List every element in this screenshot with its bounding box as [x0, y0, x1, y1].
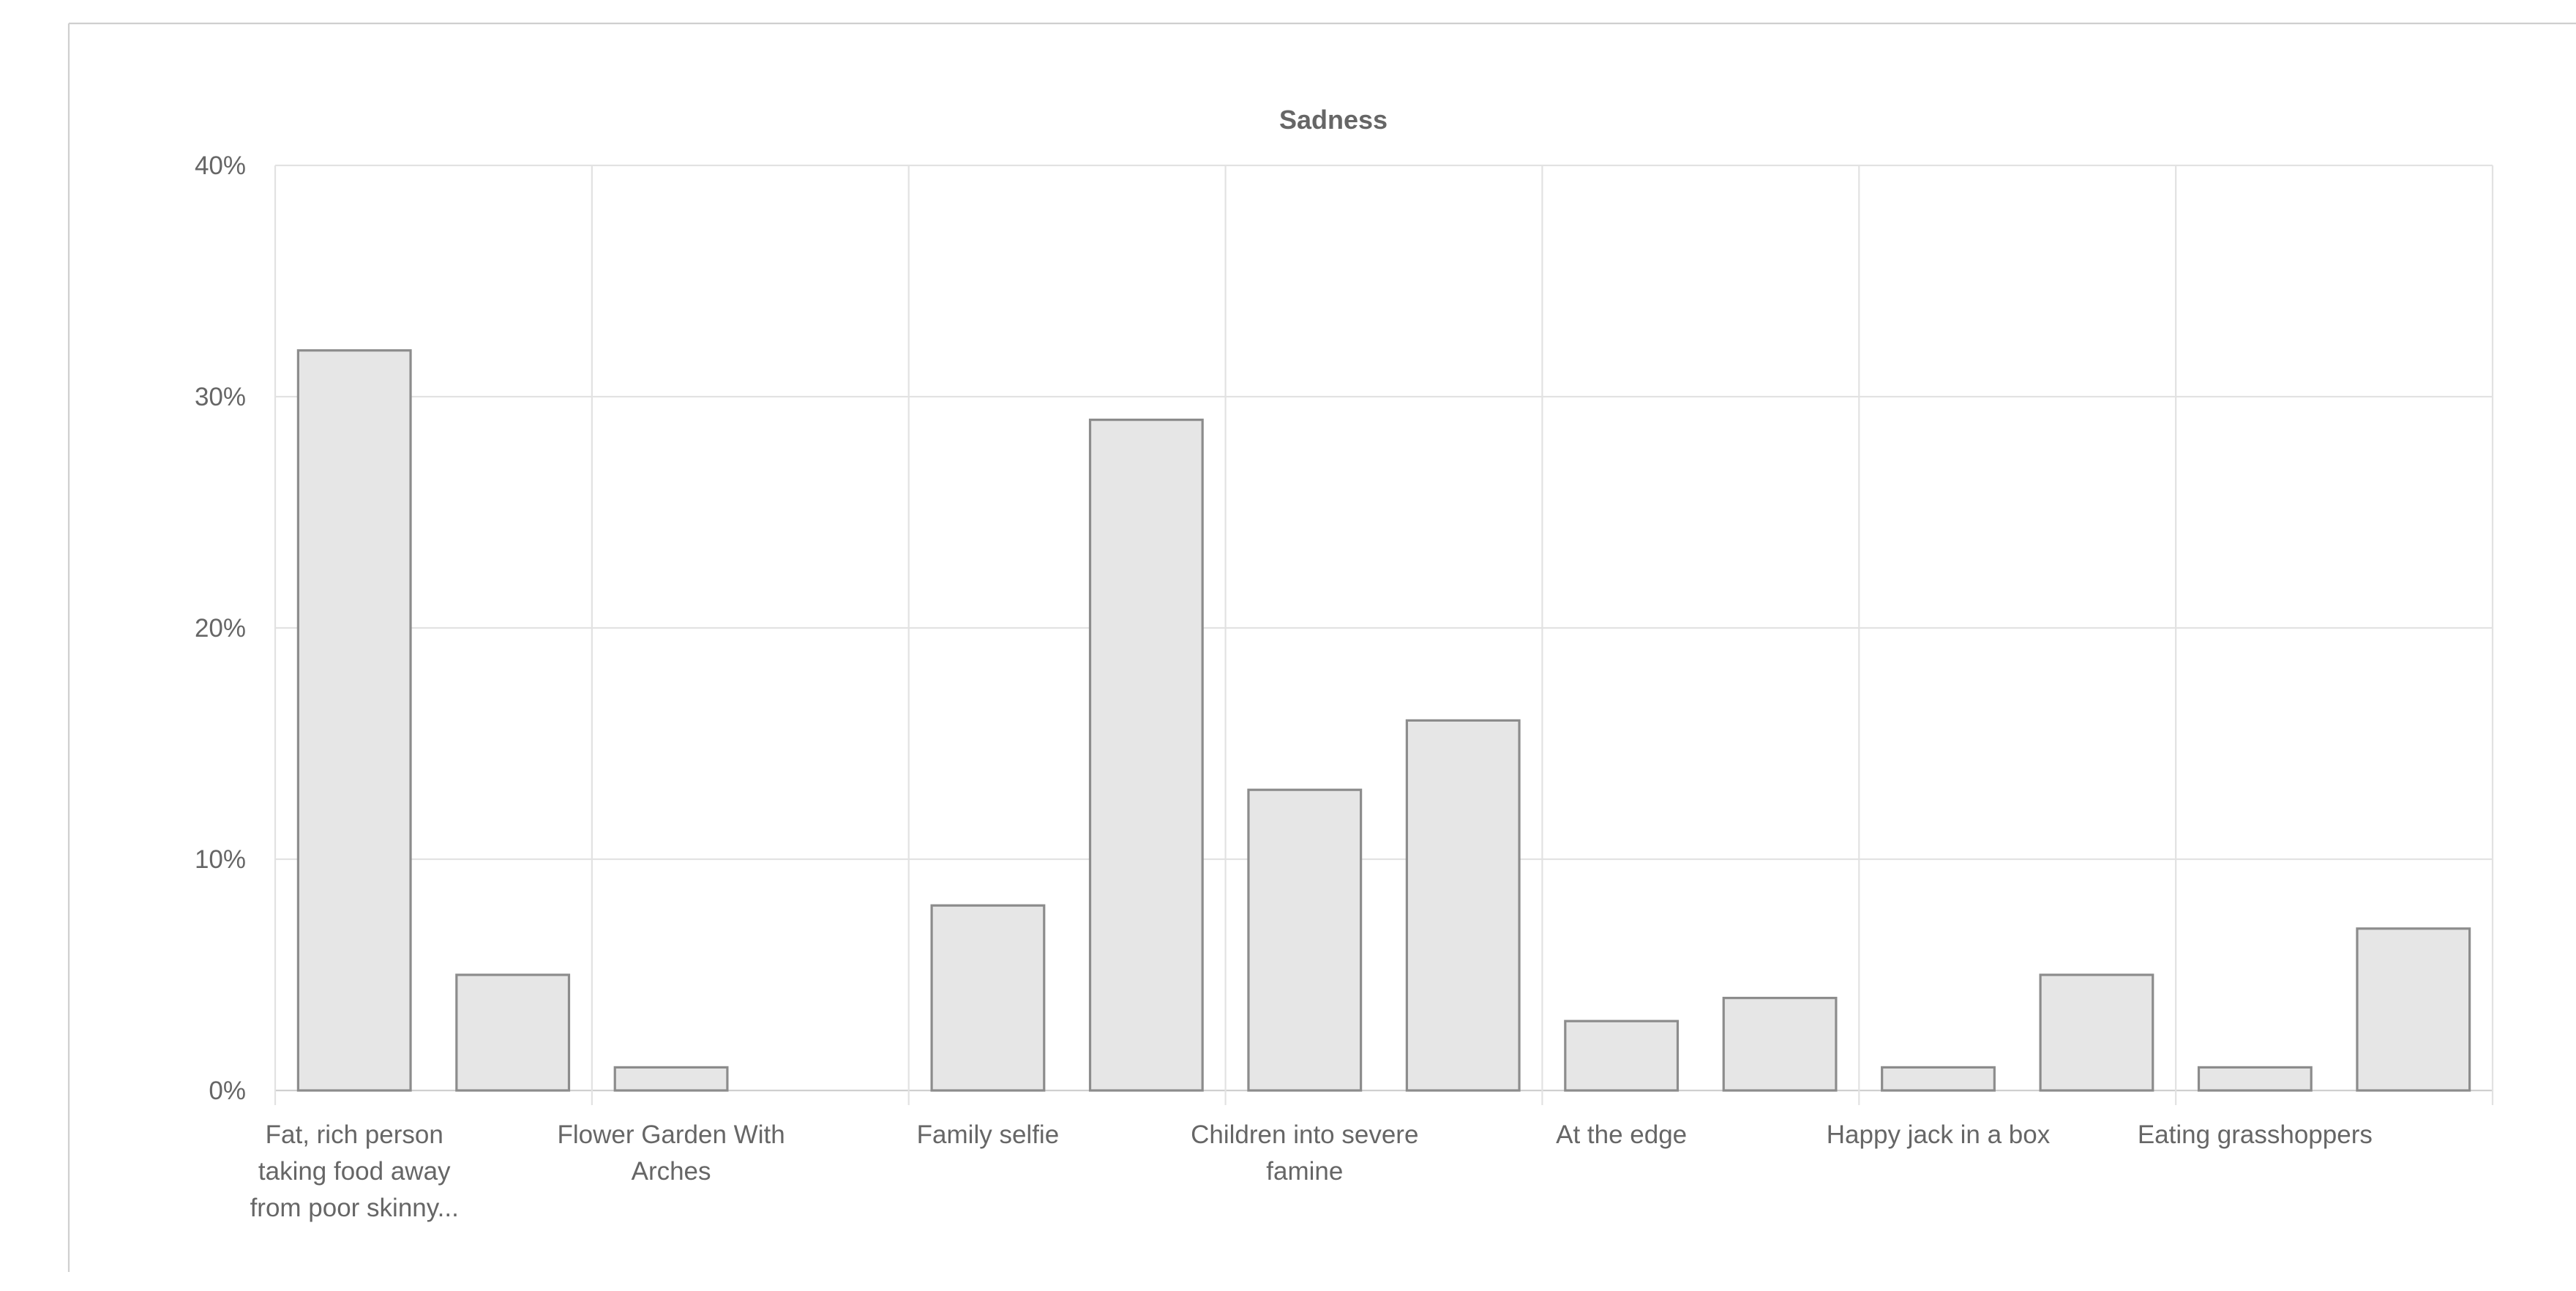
x-tick-label: Family selfie: [917, 1120, 1059, 1149]
x-tick-label: Children into severe famine: [1191, 1120, 1418, 1186]
x-tick-label: Happy jack in a box: [1827, 1120, 2051, 1149]
grid-lines: [274, 164, 2494, 1105]
y-tick-label: 10%: [195, 845, 246, 874]
x-tick-label: Flower Garden With Arches: [557, 1120, 785, 1186]
bar: [1247, 788, 1363, 1092]
bar: [2197, 1066, 2313, 1092]
bar: [1722, 996, 1838, 1092]
bar: [2039, 973, 2154, 1092]
bar: [2356, 927, 2471, 1092]
y-tick-label: 20%: [195, 614, 246, 643]
x-tick-label: Fat, rich person taking food away from poo…: [250, 1120, 459, 1222]
y-tick-label: 30%: [195, 383, 246, 411]
x-tick-label: At the edge: [1556, 1120, 1687, 1149]
y-tick-label: 0%: [209, 1077, 246, 1105]
bar: [1881, 1066, 1996, 1092]
bar: [1088, 418, 1204, 1092]
bar: [613, 1066, 729, 1092]
bar: [930, 904, 1046, 1092]
bar: [296, 349, 412, 1092]
bar: [1564, 1019, 1680, 1092]
y-tick-label: 40%: [195, 151, 246, 180]
bars: [296, 349, 2471, 1092]
bar: [1405, 719, 1521, 1092]
axis-labels: 0% 10% 20% 30% 40% Fat, rich person taking foo…: [195, 151, 2373, 1222]
chart-title: Sadness: [1279, 105, 1388, 135]
x-tick-label: Eating grasshoppers: [2138, 1120, 2373, 1149]
bar: [455, 973, 571, 1092]
